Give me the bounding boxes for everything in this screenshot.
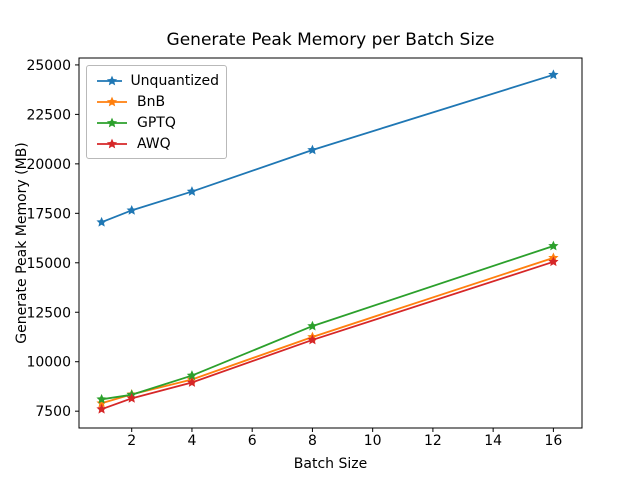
x-tick-label: 14	[484, 433, 502, 449]
legend-label-gptq: GPTQ	[137, 114, 176, 131]
marker-gptq-batch-4	[186, 370, 198, 380]
marker-awq-batch-1	[96, 403, 107, 414]
y-tick-label: 7500	[35, 404, 71, 420]
x-tick-label: 6	[248, 433, 257, 449]
y-tick-label: 15000	[26, 256, 71, 272]
x-tick-label: 4	[187, 433, 196, 449]
marker-awq-batch-2	[126, 392, 137, 403]
marker-awq-batch-4	[186, 377, 198, 387]
series-line-bnb	[100, 256, 555, 405]
x-tick-label: 8	[308, 433, 317, 449]
y-tick-label: 12500	[26, 305, 71, 321]
legend-item-unquantized: Unquantized	[95, 71, 219, 90]
x-tick-label: 12	[424, 433, 442, 449]
marker-unquantized-batch-1	[96, 216, 107, 227]
legend-star-icon-awq	[106, 138, 118, 148]
marker-gptq-batch-1	[96, 393, 107, 404]
plot-border	[78, 57, 583, 429]
marker-bnb-batch-1	[96, 397, 107, 408]
chart-title: Generate Peak Memory per Batch Size	[166, 30, 495, 50]
x-tick-label: 2	[127, 433, 136, 449]
series-line-gptq	[100, 245, 555, 401]
legend-label-unquantized: Unquantized	[130, 72, 219, 89]
legend-marker-awq	[97, 138, 127, 148]
x-axis-label: Batch Size	[293, 456, 368, 472]
legend-label-awq: AWQ	[137, 135, 171, 152]
legend-item-awq: AWQ	[95, 134, 219, 153]
marker-unquantized-batch-8	[307, 144, 318, 155]
marker-awq-batch-16	[548, 256, 559, 267]
legend-label-bnb: BnB	[137, 93, 166, 110]
legend-star-icon-gptq	[106, 117, 118, 127]
marker-awq-batch-8	[307, 334, 318, 345]
marker-gptq-batch-8	[307, 320, 318, 331]
marker-unquantized-batch-2	[126, 204, 137, 215]
y-tick-label: 20000	[26, 157, 71, 173]
x-tick-label: 16	[544, 433, 562, 449]
y-tick-label: 25000	[26, 58, 71, 74]
legend-item-gptq: GPTQ	[95, 113, 219, 132]
x-tick-label: 10	[364, 433, 382, 449]
marker-gptq-batch-16	[548, 240, 559, 251]
legend-star-icon-unquantized	[106, 75, 118, 85]
legend-item-bnb: BnB	[95, 92, 219, 111]
series-line-awq	[100, 260, 555, 411]
marker-unquantized-batch-4	[186, 186, 198, 196]
y-tick-label: 22500	[26, 107, 71, 123]
legend-marker-gptq	[97, 117, 127, 127]
legend-marker-bnb	[97, 96, 127, 106]
y-tick-label: 17500	[26, 206, 71, 222]
legend: Unquantized BnB GPTQ AWQ	[86, 65, 227, 159]
marker-unquantized-batch-16	[548, 69, 559, 80]
legend-star-icon-bnb	[106, 96, 118, 106]
legend-marker-unquantized	[97, 75, 123, 85]
y-tick-label: 10000	[26, 355, 71, 371]
